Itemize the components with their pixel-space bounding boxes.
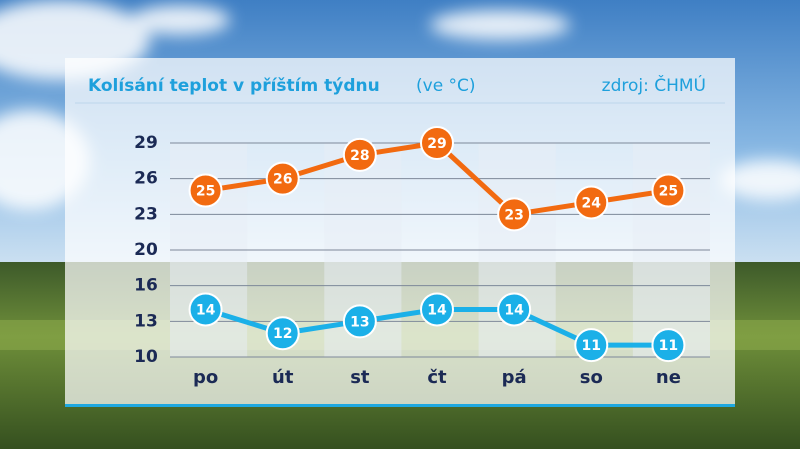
- x-tick-label: čt: [427, 367, 447, 388]
- value-label: 26: [273, 172, 292, 188]
- y-tick-label: 23: [134, 204, 158, 224]
- point: [420, 126, 454, 160]
- point: [265, 316, 300, 351]
- value-label: 25: [196, 184, 215, 200]
- point: [342, 137, 377, 172]
- point: [342, 304, 377, 339]
- point: [420, 292, 454, 327]
- point: [265, 161, 300, 196]
- y-tick-label: 13: [134, 311, 158, 331]
- value-label: 12: [273, 326, 292, 342]
- y-tick-label: 26: [134, 169, 158, 189]
- value-label: 24: [582, 195, 602, 211]
- value-label: 11: [659, 338, 678, 354]
- point: [651, 328, 686, 363]
- value-label: 28: [350, 148, 369, 164]
- x-tick-label: po: [193, 367, 218, 388]
- value-label: 14: [504, 302, 524, 318]
- source: zdroj: ČHMÚ: [602, 74, 706, 96]
- unit-note: (ve °C): [416, 76, 476, 96]
- point: [574, 185, 609, 220]
- value-label: 14: [196, 302, 216, 318]
- y-tick-label: 29: [134, 133, 158, 153]
- panel-border: [65, 404, 735, 407]
- point: [188, 292, 223, 327]
- x-tick-label: pá: [502, 367, 527, 388]
- x-tick-label: st: [350, 367, 370, 388]
- y-tick-label: 16: [134, 276, 158, 296]
- point: [497, 197, 532, 232]
- value-label: 14: [427, 302, 447, 318]
- x-tick-label: so: [580, 367, 603, 388]
- point: [574, 328, 609, 363]
- x-tick-label: ne: [656, 367, 681, 388]
- value-label: 23: [504, 207, 523, 223]
- point: [188, 173, 223, 208]
- plot: 10 13 16 20 23 26 29 po út st čt pá so ne 25 26 28 29 23 24…: [134, 126, 710, 388]
- value-label: 29: [427, 136, 446, 152]
- chart-title: Kolísání teplot v příštím týdnu: [88, 76, 380, 96]
- value-label: 11: [582, 338, 601, 354]
- value-label: 25: [659, 184, 678, 200]
- point: [651, 173, 686, 208]
- y-tick-label: 20: [134, 240, 158, 260]
- x-tick-label: út: [272, 367, 294, 388]
- value-label: 13: [350, 314, 369, 330]
- y-tick-label: 10: [134, 347, 158, 367]
- point: [497, 292, 532, 327]
